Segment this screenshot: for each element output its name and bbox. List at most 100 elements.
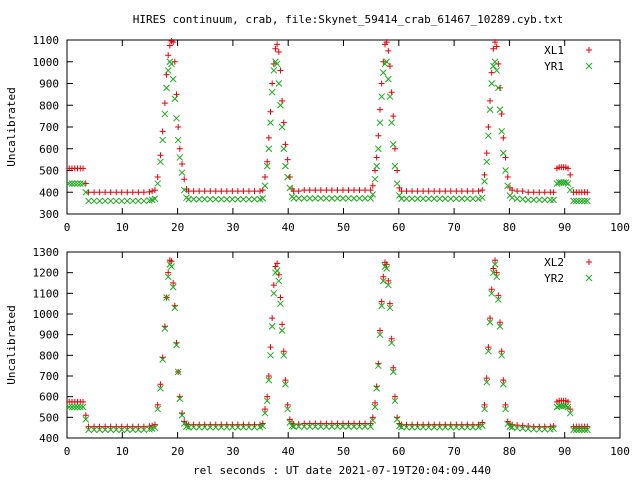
data-point	[228, 195, 236, 203]
data-point	[486, 106, 494, 113]
data-point	[447, 195, 455, 203]
data-point	[408, 423, 416, 431]
data-point	[436, 423, 444, 431]
data-point	[398, 423, 405, 431]
data-point	[76, 180, 84, 187]
data-point	[212, 423, 220, 431]
data-point	[311, 423, 319, 430]
y-tick-label: 800	[39, 99, 59, 112]
data-point	[129, 197, 137, 205]
data-point	[161, 110, 169, 118]
data-point	[430, 195, 438, 203]
data-point	[485, 344, 492, 351]
data-point	[483, 150, 490, 157]
data-point	[356, 187, 363, 194]
data-point	[301, 420, 308, 427]
data-point	[403, 423, 410, 431]
data-point	[478, 422, 486, 429]
data-point	[356, 420, 363, 427]
data-point	[490, 45, 497, 52]
data-point	[278, 123, 286, 131]
data-point	[431, 188, 438, 195]
data-point	[345, 194, 352, 202]
data-point	[229, 188, 236, 195]
data-point	[161, 100, 168, 107]
data-point	[134, 197, 142, 205]
data-point	[488, 80, 496, 87]
data-point	[267, 351, 274, 359]
y-tick-label: 1000	[33, 308, 60, 321]
data-point	[491, 261, 499, 268]
x-tick-label: 10	[116, 221, 129, 234]
data-point	[566, 186, 574, 194]
data-point	[414, 423, 421, 431]
y-tick-label: 600	[39, 391, 59, 404]
data-point	[414, 195, 421, 203]
legend-marker	[586, 47, 592, 53]
plot-frame	[66, 39, 621, 215]
data-point	[369, 191, 377, 198]
data-point	[112, 426, 120, 434]
data-point	[328, 420, 335, 427]
data-point	[367, 194, 374, 202]
data-point	[519, 425, 527, 432]
data-point	[256, 188, 263, 195]
data-point	[282, 162, 289, 170]
data-point	[530, 425, 538, 433]
data-point	[567, 171, 574, 178]
data-point	[245, 195, 253, 203]
data-point	[273, 60, 281, 68]
data-point	[90, 197, 98, 205]
data-point	[452, 195, 460, 203]
data-point	[295, 188, 302, 195]
data-point	[492, 257, 499, 264]
data-point	[546, 196, 554, 204]
data-point	[535, 425, 543, 433]
data-point	[393, 180, 401, 187]
data-point	[483, 378, 491, 386]
data-point	[195, 423, 203, 431]
data-point	[361, 194, 369, 202]
data-point	[390, 364, 397, 371]
data-point	[190, 188, 197, 195]
data-point	[190, 195, 197, 203]
data-point	[479, 419, 486, 426]
data-point	[495, 292, 502, 299]
data-point	[71, 180, 79, 187]
data-point	[388, 119, 395, 127]
data-point	[118, 197, 126, 205]
data-point	[488, 69, 495, 76]
x-tick-label: 0	[64, 445, 71, 458]
data-point	[277, 294, 284, 301]
data-point	[85, 426, 92, 434]
data-point	[101, 197, 109, 205]
data-point	[79, 403, 87, 411]
data-point	[475, 423, 482, 431]
data-point	[485, 124, 492, 130]
data-point	[350, 194, 358, 202]
data-point	[176, 154, 184, 161]
data-point	[383, 39, 390, 46]
data-point	[458, 195, 466, 203]
data-point	[275, 48, 282, 55]
data-point	[286, 184, 294, 192]
data-point	[251, 195, 258, 203]
data-point	[389, 368, 397, 376]
data-point	[140, 423, 147, 430]
data-point	[317, 420, 324, 427]
x-tick-label: 50	[337, 221, 350, 234]
chart-title: HIRES continuum, crab, file:Skynet_59414…	[133, 13, 563, 26]
data-point	[268, 323, 276, 330]
data-point	[270, 67, 278, 74]
legend-label: YR1	[544, 60, 564, 73]
data-point	[157, 385, 164, 392]
data-point	[530, 196, 538, 204]
data-point	[265, 134, 272, 141]
data-point	[369, 414, 376, 421]
legend-marker	[585, 62, 593, 70]
data-point	[195, 195, 203, 203]
data-point	[572, 426, 580, 434]
data-point	[388, 335, 395, 342]
data-point	[284, 173, 292, 181]
